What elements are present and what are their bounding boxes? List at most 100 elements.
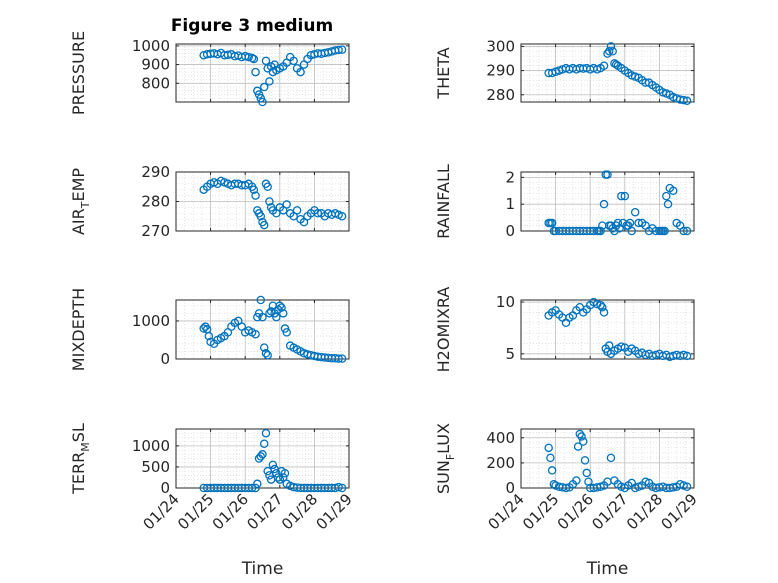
data-point [251,191,260,200]
data-point [256,211,266,221]
figure-title: Figure 3 medium [171,16,333,36]
data-point [604,47,614,56]
y-tick-label: 900 [141,56,170,74]
axes-box [175,428,350,489]
data-point [261,428,271,438]
data-point [603,170,612,179]
y-tick-label: 0 [505,479,515,497]
data-point [579,437,588,446]
data-point [598,302,607,312]
data-point [251,483,260,493]
data-point [546,453,555,463]
data-point [263,182,272,191]
y-tick-label: 280 [486,86,515,104]
x-tick-label: 01/28 [623,490,666,533]
y-axis-label: RAINFALL [434,164,453,239]
data-point [259,343,269,352]
data-point [273,473,283,482]
y-tick-label: 0 [505,222,515,240]
data-point [256,295,266,305]
x-axis-label: Time [241,559,284,579]
data-point [682,482,692,491]
data-point [596,226,605,236]
subplot-rainfall: 0 1 2 RAINFALL [434,164,695,240]
axes-box [175,299,350,360]
x-tick-label: 01/25 [174,490,217,533]
y-axis-label: MIXDEPTH [69,288,88,371]
x-tick-label: 01/27 [243,490,286,533]
subplot-sun_flux: 020040001/2401/2501/2601/2701/2801/29Tim… [434,423,701,579]
subplot-terr_msl: 0500100001/2401/2501/2601/2701/2801/29Ti… [69,423,356,579]
data-point [679,350,688,360]
y-tick-label: 0 [160,479,170,497]
y-axis-label: PRESSURE [69,31,88,115]
data-point [627,226,636,236]
data-point [599,199,609,209]
y-axis-label: AIRTEMP [69,168,92,235]
data-point [334,354,343,363]
y-tick-label: 1 [505,195,515,213]
data-point [275,301,285,310]
data-point [279,473,288,482]
y-tick-label: 1000 [132,37,170,55]
data-point [679,226,688,236]
data-point [662,191,671,201]
y-axis-label: SUNFLUX [434,423,457,494]
data-point [277,303,286,312]
y-tick-label: 1000 [132,312,170,330]
data-point [256,452,266,461]
data-point [282,328,291,337]
x-tick-label: 01/26 [209,490,252,533]
data-point [580,456,590,465]
data-point [596,300,605,310]
axes-background [521,44,694,102]
data-point [668,483,678,492]
data-point [258,312,267,322]
data-point [334,482,343,492]
data-point [577,432,586,441]
data-point [617,342,626,351]
axes-box [520,428,695,489]
data-point [547,466,557,475]
data-point [204,331,214,341]
subplot-h2omixra: 5 10 H2OMIXRA [434,287,695,372]
x-axis-label: Time [586,559,629,579]
data-point [272,312,281,322]
data-point [259,439,269,448]
data-point [606,453,616,463]
data-point [258,97,267,107]
data-point [606,42,616,51]
y-tick-label: 800 [141,74,170,92]
x-tick-label: 01/29 [658,490,701,533]
subplot-theta: 280 290 300 THETA [434,37,695,106]
data-point [682,226,692,236]
data-point [259,220,269,230]
y-axis-label: THETA [434,47,453,99]
data-point [617,191,626,201]
data-point [544,443,553,453]
data-point [268,460,278,470]
data-point [251,330,260,339]
x-tick-label: 01/25 [519,490,562,533]
data-point [682,351,692,361]
y-tick-label: 2 [505,168,515,186]
y-tick-label: 500 [141,458,170,476]
data-point [608,47,617,56]
data-point [263,350,272,360]
y-tick-label: 280 [141,193,170,211]
data-point [265,309,274,318]
y-tick-label: 290 [141,163,170,181]
data-point [247,483,257,493]
data-point [313,209,323,218]
y-tick-label: 10 [496,293,515,311]
y-tick-label: 5 [505,345,515,363]
data-point [259,82,269,92]
data-point [292,206,302,215]
data-point [561,483,571,493]
data-point [265,197,274,206]
data-point [199,324,208,333]
data-point [258,450,267,459]
y-tick-label: 300 [486,37,515,55]
y-tick-label: 290 [486,62,515,80]
